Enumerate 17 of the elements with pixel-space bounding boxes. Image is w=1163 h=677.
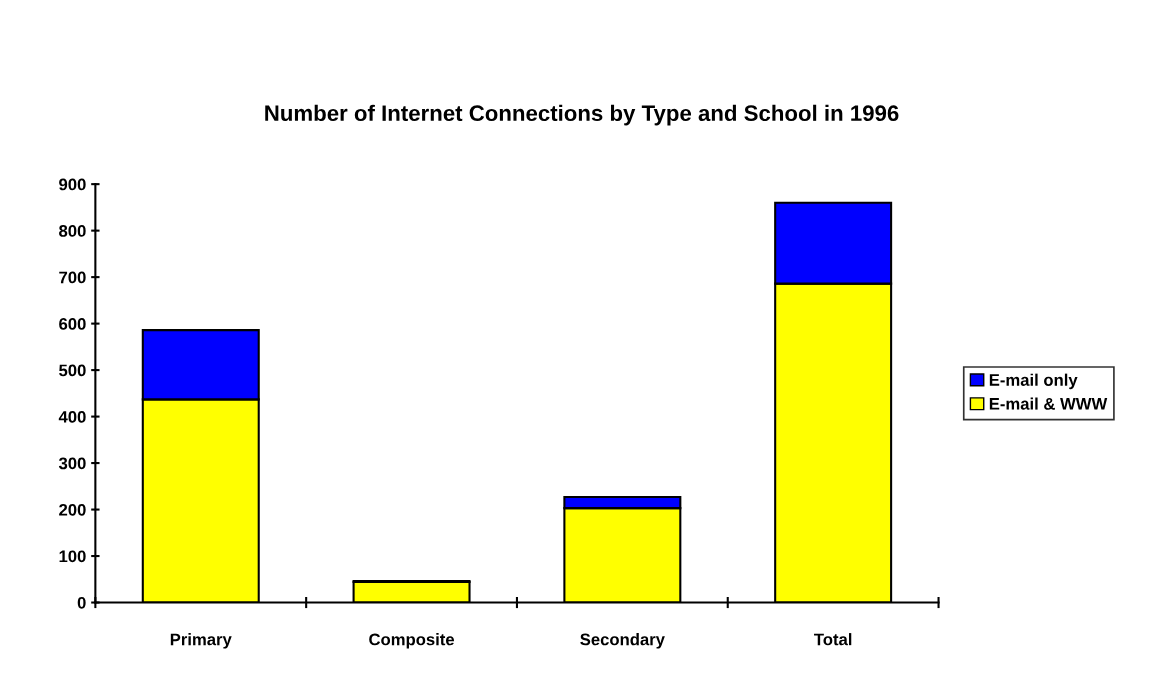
y-tick-label: 700 xyxy=(59,271,86,284)
y-tick-label: 800 xyxy=(59,225,86,237)
y-tick-label: 400 xyxy=(58,410,86,423)
chart-title: Number of Internet Connections by Type and School in 1996 xyxy=(265,104,899,126)
y-tick-label: 300 xyxy=(58,457,86,470)
y-tick-label: 500 xyxy=(59,364,86,377)
x-tick-label: Primary xyxy=(170,633,232,649)
legend-label: E-mail & WWW xyxy=(989,397,1108,410)
y-tick-label: 900 xyxy=(59,178,86,191)
x-tick-label: Composite xyxy=(369,633,455,649)
legend-label: E-mail only xyxy=(989,373,1078,390)
x-tick-label: Secondary xyxy=(580,633,665,649)
y-tick-label: 200 xyxy=(59,503,86,516)
y-tick-label: 600 xyxy=(59,318,86,330)
y-tick-label: 0 xyxy=(77,596,86,609)
y-tick-label: 100 xyxy=(59,550,86,563)
x-tick-label: Total xyxy=(814,633,852,646)
